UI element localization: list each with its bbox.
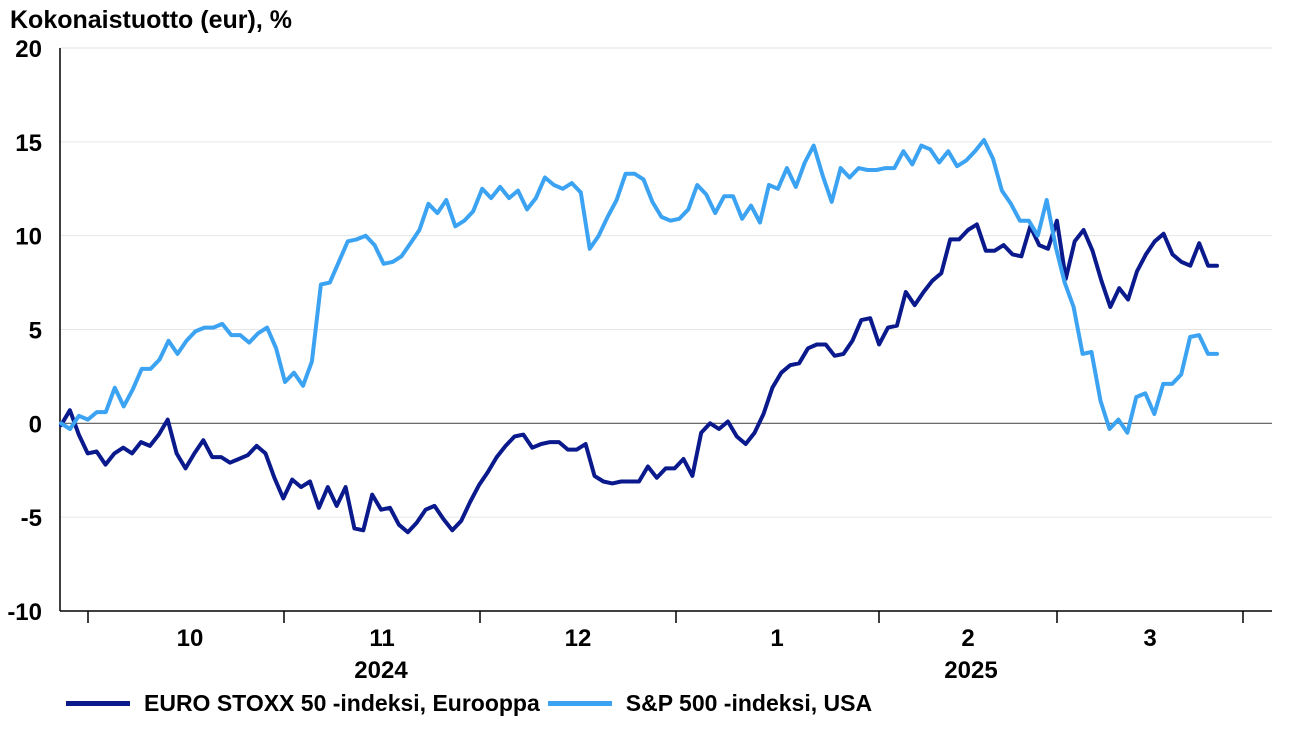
y-tick-label: -10 [7, 599, 42, 626]
legend-item-sp500: S&P 500 -indeksi, USA [547, 690, 873, 717]
y-tick-label: 20 [15, 36, 42, 63]
y-tick-label: 5 [29, 318, 42, 345]
x-tick-label: 1 [770, 625, 783, 652]
legend-label-euro-stoxx: EURO STOXX 50 -indeksi, Eurooppa [144, 690, 540, 716]
x-tick-label: 12 [565, 625, 592, 652]
series-line-sp500 [59, 138, 1219, 435]
chart-title: Kokonaistuotto (eur), % [10, 6, 292, 34]
y-tick-label: 0 [29, 411, 42, 438]
y-tick-label: 15 [15, 130, 42, 157]
x-tick-label: 10 [177, 625, 204, 652]
x-tick-label: 3 [1143, 625, 1156, 652]
series-line-euro-stoxx [59, 218, 1219, 535]
legend-swatch-euro-stoxx [66, 701, 130, 706]
legend-swatch-sp500 [547, 701, 612, 706]
legend-label-sp500: S&P 500 -indeksi, USA [625, 690, 873, 716]
y-tick-label: 10 [15, 224, 42, 251]
x-tick-label: 2 [961, 625, 974, 652]
year-label: 2024 [354, 657, 408, 684]
legend: EURO STOXX 50 -indeksi, Eurooppa S&P 500… [66, 690, 872, 717]
y-tick-label: -5 [21, 505, 42, 532]
legend-item-euro-stoxx: EURO STOXX 50 -indeksi, Eurooppa [66, 690, 540, 717]
x-tick-label: 11 [369, 625, 394, 652]
year-label: 2025 [944, 657, 997, 684]
